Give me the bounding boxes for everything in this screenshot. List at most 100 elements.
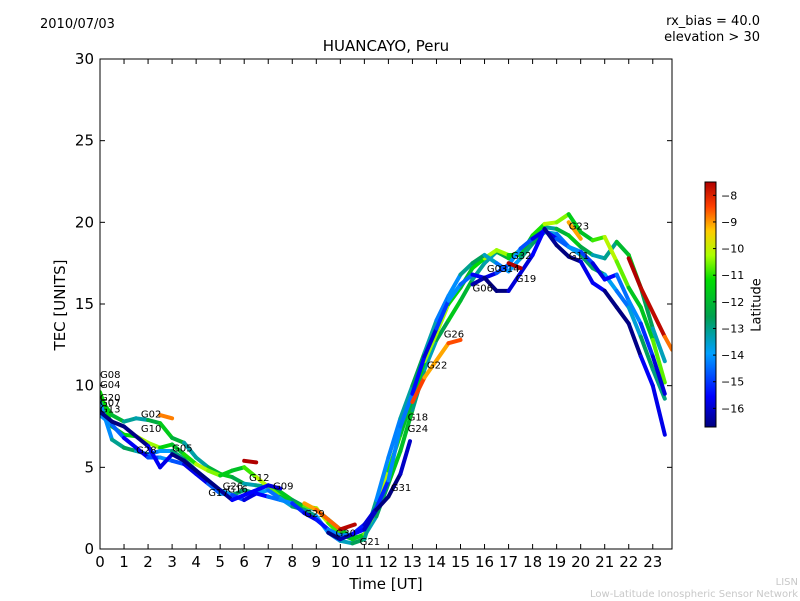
colorbar-axis: −8 −9 −10 −11 −12 −13 −14 −15 −16 xyxy=(713,189,744,415)
prn-label: G06 xyxy=(473,284,493,295)
tec-track-segment xyxy=(650,354,667,396)
tec-track-segment xyxy=(242,458,259,465)
tec-track-segment xyxy=(494,262,511,275)
tec-track-segment xyxy=(194,462,211,473)
tec-track-segment xyxy=(626,305,643,339)
tec-track-segment xyxy=(302,511,319,522)
tec-track-segment xyxy=(650,326,667,364)
tec-track-segment xyxy=(110,413,126,424)
tec-track-segment xyxy=(638,285,667,339)
tec-track-segment xyxy=(122,416,139,424)
x-tick-label: 1 xyxy=(119,553,129,571)
x-tick-label: 2 xyxy=(143,553,153,571)
tec-track-segment xyxy=(458,272,475,287)
prn-label: G26 xyxy=(223,481,243,492)
tec-track-segment xyxy=(422,341,451,380)
tec-track-segment xyxy=(218,468,235,478)
credit: LISN Low-Latitude Ionospheric Sensor Net… xyxy=(590,577,798,601)
x-tick-label: 11 xyxy=(355,553,374,571)
tec-track-segment xyxy=(350,532,367,542)
tec-track-segment xyxy=(182,462,199,476)
tec-track-segment xyxy=(326,527,343,538)
x-tick-label: 5 xyxy=(215,553,225,571)
prn-label: G21 xyxy=(360,537,380,548)
tec-track-segment xyxy=(470,256,487,271)
tec-track-segment xyxy=(566,212,583,235)
tec-track-segment xyxy=(578,230,595,243)
x-tick-label: 9 xyxy=(312,553,322,571)
tec-track-segment xyxy=(614,305,631,326)
y-tick-label: 30 xyxy=(75,50,94,68)
prn-label: G10 xyxy=(141,424,161,435)
data-tracks xyxy=(100,212,672,546)
tec-track-segment xyxy=(374,455,391,502)
tec-track-segment xyxy=(302,507,319,519)
tec-track-segment xyxy=(578,259,595,285)
tec-track-segment xyxy=(410,354,427,396)
tec-track-segment xyxy=(446,337,463,346)
prn-label: G23 xyxy=(569,222,589,233)
tec-track-segment xyxy=(650,383,667,437)
prn-label: G05 xyxy=(172,444,192,455)
tec-track-segment xyxy=(398,391,415,429)
tec-track-segment xyxy=(134,416,151,422)
tec-track-segment xyxy=(626,256,643,290)
prn-label: G31 xyxy=(391,483,411,494)
tec-track-segment xyxy=(650,337,667,385)
tec-track-segment xyxy=(446,282,463,303)
x-tick-label: 8 xyxy=(287,553,297,571)
tec-track-segment xyxy=(638,321,655,359)
tec-track-segment xyxy=(122,424,151,449)
tec-track-segment xyxy=(542,225,559,231)
x-tick-label: 23 xyxy=(643,553,662,571)
prn-label: G03 xyxy=(487,264,507,275)
tec-track-segment xyxy=(482,275,499,293)
y-tick-label: 5 xyxy=(84,458,94,476)
colorbar-tick-label: −8 xyxy=(721,189,737,202)
tec-track-segment xyxy=(314,507,343,532)
x-tick-label: 20 xyxy=(571,553,590,571)
prn-label: G32 xyxy=(511,251,531,262)
tec-track-segment xyxy=(158,413,175,421)
tec-track-segment xyxy=(278,489,295,502)
tec-track-segment xyxy=(602,272,619,282)
tec-track-segment xyxy=(422,337,439,372)
tec-track-segment xyxy=(566,220,583,241)
tec-track-segment xyxy=(290,501,307,516)
prn-label: G19 xyxy=(516,274,536,285)
tec-track-segment xyxy=(566,244,583,254)
x-tick-label: 18 xyxy=(523,553,542,571)
tec-track-segment xyxy=(398,439,412,476)
tec-track-segment xyxy=(470,253,487,266)
prn-label: G12 xyxy=(249,473,269,484)
tec-track-segment xyxy=(434,298,451,331)
tec-track-segment xyxy=(626,321,643,359)
tec-track-segment xyxy=(482,253,499,266)
x-axis: 0 1 2 3 4 5 6 7 8 9 10 11 12 13 14 15 16 17 18 19 20 21 22 23 xyxy=(95,59,662,571)
tec-track-segment xyxy=(134,445,151,460)
tec-track-segment xyxy=(194,455,211,470)
prn-label: G17 xyxy=(208,488,228,499)
tec-track-segment xyxy=(434,293,451,323)
y-tick-label: 20 xyxy=(75,213,94,231)
tec-track-segment xyxy=(518,236,535,251)
tec-track-segment xyxy=(242,481,259,488)
x-tick-label: 12 xyxy=(379,553,398,571)
prn-label: G07 xyxy=(100,398,120,409)
y-axis-label: TEC [UNITS] xyxy=(51,259,69,351)
tec-track-segment xyxy=(170,452,187,463)
tec-track-segment xyxy=(278,498,295,506)
x-tick-label: 13 xyxy=(403,553,422,571)
rx-bias-label: rx_bias = 40.0 xyxy=(666,14,760,29)
tec-track-segment xyxy=(578,244,595,257)
tec-track-segment xyxy=(362,507,379,532)
tec-track-segment xyxy=(218,488,235,502)
tec-track-segment xyxy=(158,452,175,470)
x-tick-label: 3 xyxy=(167,553,177,571)
tec-track-segment xyxy=(170,435,187,445)
tec-track-segment xyxy=(146,418,163,426)
tec-track-segment xyxy=(266,483,283,491)
chart-title: HUANCAYO, Peru xyxy=(322,37,450,55)
x-tick-label: 19 xyxy=(547,553,566,571)
tec-track-segment xyxy=(386,416,403,460)
